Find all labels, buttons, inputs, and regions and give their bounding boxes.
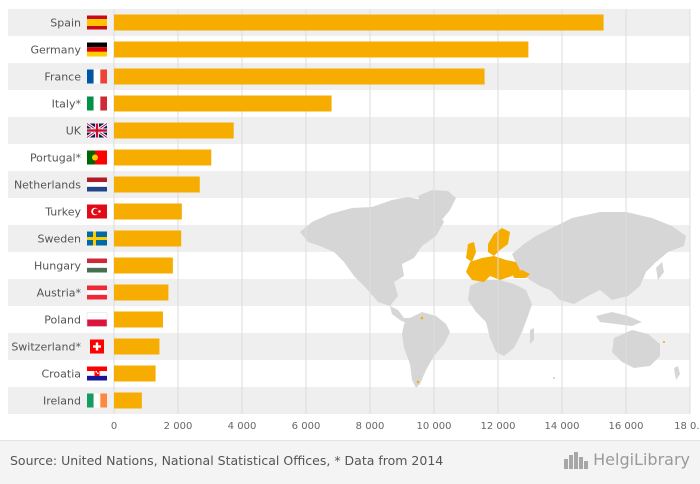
source-note: Source: United Nations, National Statist… — [10, 453, 444, 468]
se-flag-icon — [87, 231, 107, 246]
bar-chart: Spain Germany France Italy* UK Portugal* Nethe… — [8, 9, 700, 432]
x-tick-label: 2 000 — [164, 421, 193, 432]
row-stripe — [8, 333, 690, 360]
city-skyline-icon — [564, 451, 589, 469]
x-tick-label: 8 000 — [356, 421, 385, 432]
logo-text: HelgiLibrary — [593, 450, 690, 469]
bar[interactable] — [114, 230, 182, 247]
category-label: Ireland — [43, 395, 81, 408]
fr-flag-icon — [87, 69, 107, 84]
map-scandinavia — [488, 228, 510, 256]
bar[interactable] — [114, 203, 182, 220]
bar[interactable] — [114, 95, 332, 112]
category-label: Germany — [30, 44, 81, 57]
map-south-america — [402, 312, 450, 388]
map-island — [553, 377, 555, 379]
tr-flag-icon — [87, 204, 107, 219]
map-asia — [512, 212, 686, 304]
bar[interactable] — [114, 338, 160, 355]
map-europe — [466, 256, 520, 282]
map-uk — [466, 242, 476, 262]
bar[interactable] — [114, 149, 212, 166]
category-label: Poland — [44, 314, 81, 327]
map-central-america — [390, 306, 414, 324]
x-tick-label: 0 — [111, 421, 117, 432]
gb-flag-icon — [86, 122, 108, 139]
row-stripe — [8, 387, 690, 414]
bar[interactable] — [114, 122, 234, 139]
nl-flag-icon — [87, 177, 107, 192]
x-tick-label: 18 0... — [674, 421, 700, 432]
at-flag-icon — [87, 285, 107, 300]
pt-flag-icon — [87, 150, 107, 165]
bar[interactable] — [114, 176, 200, 193]
world-map — [300, 190, 686, 388]
ch-flag-icon — [90, 339, 104, 354]
map-island — [420, 316, 424, 320]
bar[interactable] — [114, 41, 529, 58]
map-island — [663, 341, 665, 343]
bar[interactable] — [114, 311, 163, 328]
x-axis-ticks: 0 2 000 4 000 6 000 8 000 10 000 12 000 14 000 1… — [111, 421, 700, 432]
x-tick-label: 10 000 — [417, 421, 452, 432]
x-tick-label: 12 000 — [481, 421, 516, 432]
hr-flag-icon — [87, 366, 107, 381]
helgi-library-logo[interactable]: HelgiLibrary — [563, 450, 690, 469]
category-label: Italy* — [52, 98, 82, 111]
x-tick-label: 14 000 — [545, 421, 580, 432]
es-flag-icon — [87, 15, 107, 30]
category-label: Austria* — [37, 287, 82, 300]
x-tick-label: 4 000 — [228, 421, 257, 432]
category-label: Netherlands — [14, 179, 81, 192]
map-island — [416, 380, 420, 384]
bar[interactable] — [114, 14, 604, 31]
it-flag-icon — [87, 96, 107, 111]
bar[interactable] — [114, 365, 156, 382]
map-indonesia — [596, 312, 642, 326]
category-label: Turkey — [44, 206, 81, 219]
map-north-america — [300, 197, 444, 306]
map-new-zealand — [674, 366, 680, 380]
pl-flag-icon — [86, 312, 108, 327]
category-label: Switzerland* — [11, 341, 81, 354]
x-tick-label: 6 000 — [292, 421, 321, 432]
bar[interactable] — [114, 392, 142, 409]
map-madagascar — [530, 328, 534, 344]
map-greenland — [418, 190, 456, 224]
footer: Source: United Nations, National Statist… — [0, 440, 700, 484]
category-label: Portugal* — [30, 152, 82, 165]
category-label: Sweden — [38, 233, 81, 246]
flags — [86, 15, 108, 408]
ie-flag-icon — [87, 393, 107, 408]
row-stripe — [8, 171, 690, 198]
category-label: Hungary — [34, 260, 81, 273]
category-labels: Spain Germany France Italy* UK Portugal* Nethe… — [11, 17, 81, 408]
bar[interactable] — [114, 257, 173, 274]
hu-flag-icon — [87, 258, 107, 273]
bar[interactable] — [114, 284, 169, 301]
category-label: France — [44, 71, 81, 84]
map-japan — [656, 262, 664, 280]
bars — [114, 14, 604, 409]
category-label: UK — [66, 125, 82, 138]
row-stripe — [8, 117, 690, 144]
x-tick-label: 16 000 — [609, 421, 644, 432]
de-flag-icon — [87, 42, 107, 57]
category-label: Croatia — [41, 368, 81, 381]
map-africa — [468, 280, 532, 356]
bar[interactable] — [114, 68, 485, 85]
map-australia — [612, 330, 660, 368]
map-turkey — [512, 270, 530, 278]
category-label: Spain — [50, 17, 81, 30]
